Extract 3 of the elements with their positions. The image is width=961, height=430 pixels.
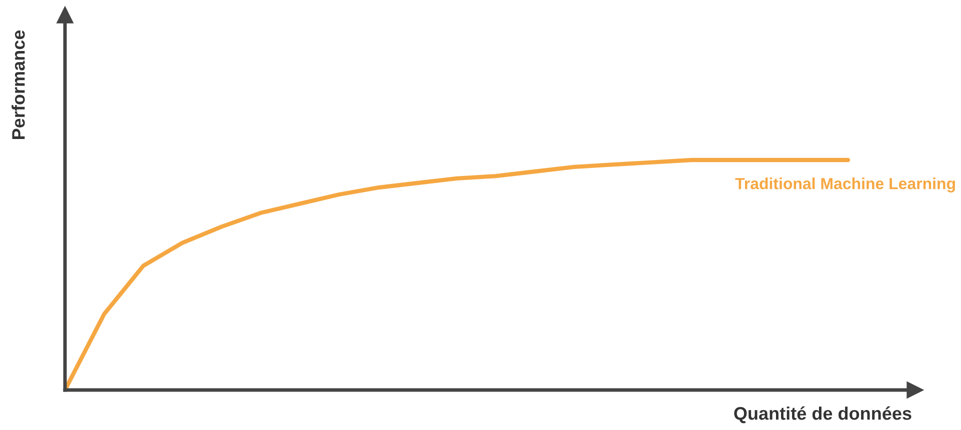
x-axis-title: Quantité de données — [734, 406, 912, 424]
y-axis-title: Performance — [12, 30, 25, 139]
series-label: Traditional Machine Learning — [735, 178, 955, 192]
